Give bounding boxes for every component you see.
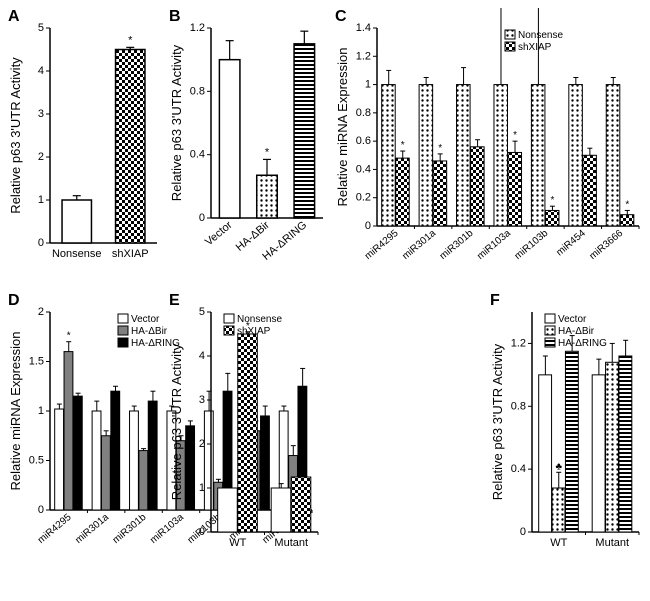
svg-text:shXIAP: shXIAP bbox=[518, 42, 552, 53]
svg-text:Nonsense: Nonsense bbox=[52, 248, 102, 260]
svg-text:2: 2 bbox=[199, 438, 205, 450]
svg-text:1.2: 1.2 bbox=[356, 50, 371, 62]
svg-text:HA-ΔBir: HA-ΔBir bbox=[131, 326, 168, 337]
svg-text:miR301b: miR301b bbox=[111, 512, 149, 546]
svg-text:5: 5 bbox=[199, 306, 205, 318]
svg-text:miR103a: miR103a bbox=[475, 228, 513, 262]
svg-text:0: 0 bbox=[199, 526, 205, 538]
svg-text:0.2: 0.2 bbox=[356, 192, 371, 204]
svg-text:Relative miRNA Expression: Relative miRNA Expression bbox=[335, 48, 350, 207]
svg-text:WT: WT bbox=[550, 537, 567, 549]
svg-text:0: 0 bbox=[365, 220, 371, 232]
panel-b-label: B bbox=[169, 8, 181, 26]
svg-text:Relative p63 3'UTR Activity: Relative p63 3'UTR Activity bbox=[8, 57, 23, 214]
svg-text:miR301a: miR301a bbox=[73, 512, 111, 546]
svg-text:*: * bbox=[67, 331, 71, 342]
svg-text:Relative p63 3'UTR Activity: Relative p63 3'UTR Activity bbox=[169, 44, 184, 201]
svg-text:miR103b: miR103b bbox=[513, 228, 551, 262]
svg-text:*: * bbox=[550, 195, 554, 206]
svg-text:HA-ΔBir: HA-ΔBir bbox=[558, 326, 595, 337]
panel-d-label: D bbox=[8, 292, 20, 310]
panel-d: D 0 0.5 1 1.5 2 Relative miRNA Expression * miR… bbox=[8, 292, 163, 572]
svg-text:shXIAP: shXIAP bbox=[112, 248, 149, 260]
svg-text:2: 2 bbox=[38, 151, 44, 163]
svg-text:0.8: 0.8 bbox=[356, 107, 371, 119]
svg-text:Nonsense: Nonsense bbox=[518, 30, 563, 41]
svg-text:*: * bbox=[438, 143, 442, 154]
svg-text:4: 4 bbox=[38, 65, 44, 77]
svg-text:Vector: Vector bbox=[203, 219, 235, 248]
svg-text:HA-ΔRING: HA-ΔRING bbox=[558, 338, 607, 349]
svg-text:3: 3 bbox=[38, 108, 44, 120]
svg-text:*: * bbox=[265, 146, 270, 158]
chart-b: 0 0.4 0.8 1.2 Relative p63 3'UTR Activity Vec… bbox=[169, 8, 329, 288]
svg-text:Vector: Vector bbox=[558, 314, 587, 325]
svg-text:Mutant: Mutant bbox=[274, 537, 308, 549]
svg-text:miR454: miR454 bbox=[554, 228, 588, 259]
svg-text:0.6: 0.6 bbox=[356, 135, 371, 147]
svg-text:Relative p63 3'UTR Activity: Relative p63 3'UTR Activity bbox=[169, 343, 184, 500]
svg-text:1: 1 bbox=[365, 79, 371, 91]
svg-text:4: 4 bbox=[199, 350, 205, 362]
svg-text:1.2: 1.2 bbox=[190, 22, 205, 34]
svg-text:♣: ♣ bbox=[555, 461, 562, 472]
svg-text:*: * bbox=[513, 130, 517, 141]
figure-grid: A 0 1 2 3 4 5 Relative p63 3'UTR Activity Nonse… bbox=[8, 8, 642, 572]
svg-text:miR4295: miR4295 bbox=[363, 228, 401, 262]
svg-text:*: * bbox=[401, 140, 405, 151]
svg-text:0.5: 0.5 bbox=[29, 455, 44, 467]
svg-text:1.2: 1.2 bbox=[511, 337, 526, 349]
panel-f: F 0 0.4 0.8 1.2 Relative p63 3'UTR Activity ♣… bbox=[490, 292, 645, 572]
chart-a: 0 1 2 3 4 5 Relative p63 3'UTR Activity Nonsens… bbox=[8, 8, 163, 288]
svg-text:1.4: 1.4 bbox=[356, 22, 371, 34]
svg-text:0: 0 bbox=[199, 212, 205, 224]
svg-text:miR301b: miR301b bbox=[438, 228, 476, 262]
svg-text:1.5: 1.5 bbox=[29, 356, 44, 368]
svg-text:0: 0 bbox=[38, 237, 44, 249]
svg-text:miR3666: miR3666 bbox=[587, 228, 625, 262]
svg-text:WT: WT bbox=[229, 537, 246, 549]
svg-text:0.4: 0.4 bbox=[190, 149, 205, 161]
svg-text:Relative miRNA Expression: Relative miRNA Expression bbox=[8, 332, 23, 491]
chart-e: 012345Relative p63 3'UTR Activity*WT♣Mut… bbox=[169, 292, 324, 572]
svg-text:0: 0 bbox=[520, 526, 526, 538]
svg-text:1: 1 bbox=[199, 482, 205, 494]
panel-e: E 012345Relative p63 3'UTR Activity*WT♣M… bbox=[169, 292, 329, 572]
panel-e-label: E bbox=[169, 292, 180, 310]
svg-text:♣: ♣ bbox=[298, 459, 305, 470]
svg-text:miR301a: miR301a bbox=[400, 228, 438, 262]
panel-b: B 0 0.4 0.8 1.2 Relative p63 3'UTR Activity V… bbox=[169, 8, 329, 288]
svg-text:*: * bbox=[128, 34, 133, 46]
svg-text:shXIAP: shXIAP bbox=[237, 326, 271, 337]
svg-text:1: 1 bbox=[38, 194, 44, 206]
svg-text:0.4: 0.4 bbox=[511, 463, 526, 475]
chart-c: 0 0.2 0.4 0.6 0.8 1 1.2 1.4 Relative miRNA Expre… bbox=[335, 8, 645, 288]
svg-text:5: 5 bbox=[38, 22, 44, 34]
svg-text:3: 3 bbox=[199, 394, 205, 406]
svg-text:0.8: 0.8 bbox=[511, 400, 526, 412]
svg-text:Mutant: Mutant bbox=[595, 537, 629, 549]
panel-a: A 0 1 2 3 4 5 Relative p63 3'UTR Activity Nonse… bbox=[8, 8, 163, 288]
chart-f: 0 0.4 0.8 1.2 Relative p63 3'UTR Activity ♣ WT… bbox=[490, 292, 645, 572]
svg-text:0.4: 0.4 bbox=[356, 163, 371, 175]
svg-text:Relative p63 3'UTR Activity: Relative p63 3'UTR Activity bbox=[490, 343, 505, 500]
panel-a-label: A bbox=[8, 8, 20, 26]
svg-text:Nonsense: Nonsense bbox=[237, 314, 282, 325]
svg-text:1: 1 bbox=[38, 405, 44, 417]
svg-text:Vector: Vector bbox=[131, 314, 160, 325]
svg-text:0.8: 0.8 bbox=[190, 85, 205, 97]
panel-c-label: C bbox=[335, 8, 347, 26]
svg-text:2: 2 bbox=[38, 306, 44, 318]
svg-text:miR4295: miR4295 bbox=[36, 512, 74, 546]
svg-text:0: 0 bbox=[38, 504, 44, 516]
panel-c: C 0 0.2 0.4 0.6 0.8 1 1.2 1.4 Relative miRNA Exp… bbox=[335, 8, 645, 288]
panel-f-label: F bbox=[490, 292, 500, 310]
svg-text:*: * bbox=[625, 199, 629, 210]
